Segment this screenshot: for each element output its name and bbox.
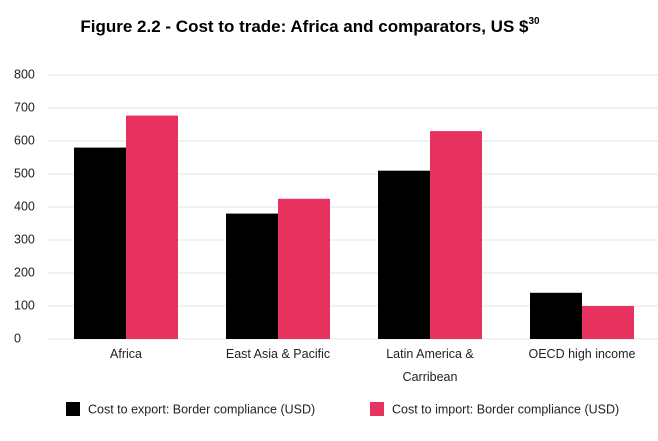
x-tick-label: Africa <box>110 347 142 361</box>
bar <box>126 115 178 339</box>
y-tick-label: 0 <box>14 331 21 345</box>
title-text: Figure 2.2 - Cost to trade: Africa and c… <box>80 17 529 36</box>
y-tick-label: 200 <box>14 265 35 279</box>
title-superscript: 30 <box>528 16 540 27</box>
bar <box>530 292 582 339</box>
y-tick-label: 700 <box>14 100 35 114</box>
chart-title: Figure 2.2 - Cost to trade: Africa and c… <box>80 16 540 37</box>
legend-label: Cost to export: Border compliance (USD) <box>88 402 315 416</box>
bar <box>226 213 278 339</box>
bar <box>378 170 430 339</box>
bar <box>278 198 330 339</box>
y-tick-label: 400 <box>14 199 35 213</box>
y-tick-label: 300 <box>14 232 35 246</box>
x-tick-label: OECD high income <box>528 347 636 361</box>
bar <box>582 306 634 339</box>
x-tick-label: Latin America & Carribean <box>386 347 474 384</box>
legend-swatch <box>370 402 384 416</box>
x-tick-label: East Asia & Pacific <box>225 347 331 361</box>
legend-swatch <box>66 402 80 416</box>
legend-label: Cost to import: Border compliance (USD) <box>392 402 619 416</box>
y-tick-label: 600 <box>14 133 35 147</box>
bar <box>430 131 482 339</box>
y-tick-label: 100 <box>14 298 35 312</box>
y-tick-label: 500 <box>14 166 35 180</box>
y-tick-label: 800 <box>14 67 35 81</box>
bar <box>74 147 126 339</box>
